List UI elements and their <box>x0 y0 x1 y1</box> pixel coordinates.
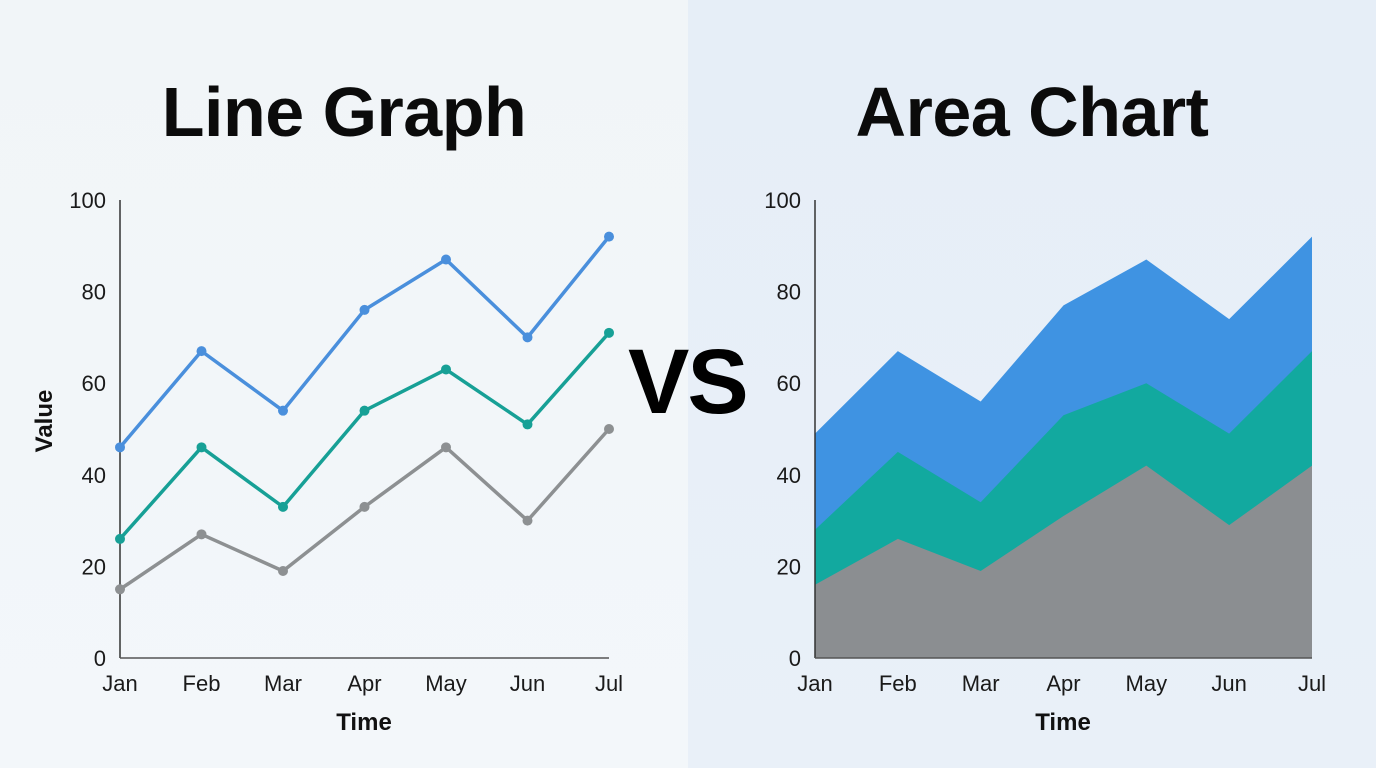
y-tick-label: 40 <box>82 463 106 488</box>
y-tick-label: 80 <box>82 280 106 305</box>
data-point <box>604 424 614 434</box>
area-chart-title: Area Chart <box>855 73 1209 151</box>
data-point <box>359 501 370 512</box>
data-point <box>359 304 370 315</box>
line-graph-panel <box>0 0 688 768</box>
area-series-gray <box>815 465 1312 658</box>
y-tick-label: 20 <box>82 554 106 579</box>
line-chart: 0 20 40 60 80 100 Jan Feb Mar Apr May Jun Jul Time Val… <box>31 188 623 736</box>
x-axis-label: Time <box>336 709 392 736</box>
data-point <box>441 254 451 265</box>
x-tick-label: Mar <box>264 671 302 696</box>
data-point <box>278 405 288 416</box>
y-tick-label: 80 <box>777 280 801 305</box>
data-point <box>196 346 207 357</box>
data-point <box>522 332 533 343</box>
data-point <box>522 419 533 430</box>
data-point <box>522 515 533 526</box>
y-tick-label: 40 <box>777 463 801 488</box>
x-tick-label: Jul <box>1298 671 1326 696</box>
y-tick-label: 100 <box>764 188 801 213</box>
y-tick-label: 20 <box>777 554 801 579</box>
y-tick-label: 0 <box>789 646 801 671</box>
y-tick-label: 100 <box>69 188 106 213</box>
x-tick-label: May <box>1126 671 1168 696</box>
x-tick-label: Feb <box>879 671 917 696</box>
data-point <box>115 533 125 544</box>
x-tick-label: Jul <box>595 671 623 696</box>
x-axis-label: Time <box>1035 709 1091 736</box>
data-point <box>278 565 288 576</box>
x-tick-label: May <box>425 671 467 696</box>
x-tick-label: Jun <box>510 671 545 696</box>
x-tick-label: Jan <box>797 671 832 696</box>
area-chart: 0 20 40 60 80 100 Jan Feb Mar Apr May Jun Jul Time <box>764 188 1326 736</box>
data-point <box>196 529 207 540</box>
data-point <box>441 442 451 453</box>
line-graph-title: Line Graph <box>161 73 527 151</box>
x-tick-label: Feb <box>183 671 221 696</box>
data-point <box>115 584 125 595</box>
x-tick-label: Apr <box>1046 671 1080 696</box>
x-tick-label: Mar <box>962 671 1000 696</box>
x-tick-label: Apr <box>347 671 381 696</box>
data-point <box>604 327 614 338</box>
y-tick-label: 60 <box>777 371 801 396</box>
data-point <box>441 364 451 375</box>
data-point <box>359 405 370 416</box>
x-tick-label: Jan <box>102 671 137 696</box>
data-point <box>604 231 614 242</box>
data-point <box>196 442 207 453</box>
data-point <box>278 501 288 512</box>
vs-label: VS <box>628 331 749 433</box>
data-point <box>115 442 125 453</box>
y-axis-label: Value <box>31 390 58 453</box>
x-tick-label: Jun <box>1211 671 1246 696</box>
y-tick-label: 60 <box>82 371 106 396</box>
y-tick-label: 0 <box>94 646 106 671</box>
